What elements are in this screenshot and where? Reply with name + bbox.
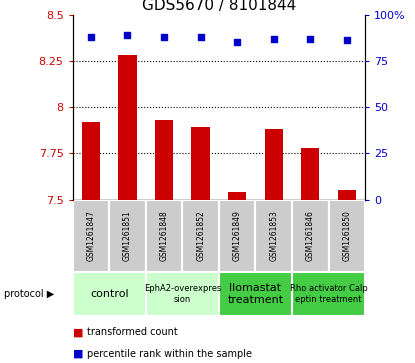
Bar bbox=[228, 192, 247, 200]
Text: GSM1261849: GSM1261849 bbox=[233, 211, 242, 261]
Bar bbox=[109, 200, 146, 272]
Text: GSM1261846: GSM1261846 bbox=[306, 211, 315, 261]
Bar bbox=[155, 120, 173, 200]
Bar bbox=[73, 272, 146, 316]
Bar bbox=[146, 200, 182, 272]
Text: percentile rank within the sample: percentile rank within the sample bbox=[87, 349, 252, 359]
Text: GSM1261847: GSM1261847 bbox=[86, 211, 95, 261]
Bar bbox=[219, 200, 256, 272]
Point bbox=[234, 40, 241, 45]
Text: GSM1261853: GSM1261853 bbox=[269, 211, 278, 261]
Text: GSM1261851: GSM1261851 bbox=[123, 211, 132, 261]
Text: GSM1261848: GSM1261848 bbox=[159, 211, 168, 261]
Text: Rho activator Calp
eptin treatment: Rho activator Calp eptin treatment bbox=[290, 284, 368, 304]
Text: transformed count: transformed count bbox=[87, 327, 178, 337]
Text: llomastat
treatment: llomastat treatment bbox=[227, 283, 283, 305]
Text: ■: ■ bbox=[73, 327, 83, 337]
Bar bbox=[82, 122, 100, 200]
Text: GSM1261850: GSM1261850 bbox=[342, 211, 352, 261]
Bar bbox=[292, 272, 365, 316]
Bar bbox=[265, 129, 283, 200]
Point bbox=[271, 36, 277, 41]
Text: protocol ▶: protocol ▶ bbox=[4, 289, 54, 299]
Point bbox=[344, 37, 350, 43]
Bar bbox=[73, 200, 109, 272]
Bar bbox=[182, 200, 219, 272]
Text: control: control bbox=[90, 289, 129, 299]
Point bbox=[197, 34, 204, 40]
Title: GDS5670 / 8101844: GDS5670 / 8101844 bbox=[142, 0, 296, 13]
Point bbox=[307, 36, 314, 41]
Text: EphA2-overexpres
sion: EphA2-overexpres sion bbox=[144, 284, 221, 304]
Point bbox=[161, 34, 167, 40]
Bar bbox=[118, 55, 137, 200]
Bar bbox=[329, 200, 365, 272]
Bar bbox=[292, 200, 329, 272]
Bar bbox=[256, 200, 292, 272]
Text: GSM1261852: GSM1261852 bbox=[196, 211, 205, 261]
Point bbox=[124, 32, 131, 38]
Bar bbox=[191, 127, 210, 200]
Bar bbox=[301, 148, 320, 200]
Point bbox=[88, 34, 94, 40]
Bar bbox=[146, 272, 219, 316]
Bar bbox=[219, 272, 292, 316]
Bar bbox=[338, 191, 356, 200]
Text: ■: ■ bbox=[73, 349, 83, 359]
